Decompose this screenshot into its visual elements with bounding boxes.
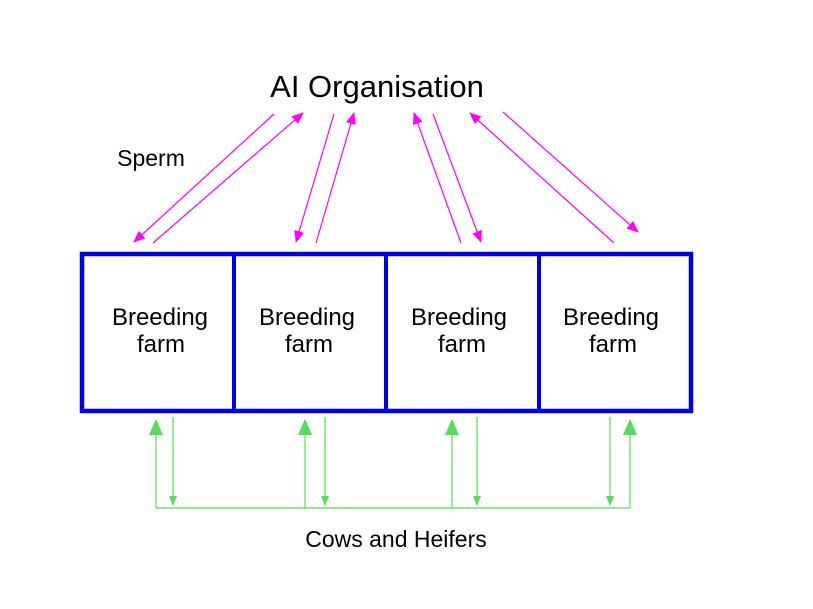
cows-heifers-label: Cows and Heifers (305, 526, 487, 552)
farm-4-label-line2: farm (589, 331, 637, 358)
farm-3-label-line2: farm (438, 331, 486, 358)
farm-1-label-line2: farm (137, 331, 185, 358)
farm-2-label-line2: farm (285, 331, 333, 358)
diagram-title: AI Organisation (270, 69, 484, 104)
sperm-arrow-up-1 (152, 112, 304, 244)
sperm-arrow-down-3 (432, 113, 482, 243)
farm-1-label-line1: Breeding (112, 304, 208, 331)
farm-4-label-line1: Breeding (563, 304, 659, 331)
sperm-arrows (133, 111, 639, 244)
sperm-arrow-up-4 (469, 112, 615, 244)
sperm-arrow-down-2 (294, 113, 335, 243)
farm-row: Breeding farm Breeding farm Breeding far… (79, 251, 694, 414)
cow-arrows (149, 417, 637, 509)
sperm-arrow-up-2 (315, 112, 356, 244)
farm-3-label-line1: Breeding (411, 304, 507, 331)
sperm-arrow-down-1 (133, 113, 275, 243)
sperm-arrow-down-4 (502, 111, 639, 233)
sperm-arrow-up-3 (413, 112, 462, 244)
farm-2-label-line1: Breeding (259, 304, 355, 331)
sperm-label: Sperm (117, 145, 185, 171)
